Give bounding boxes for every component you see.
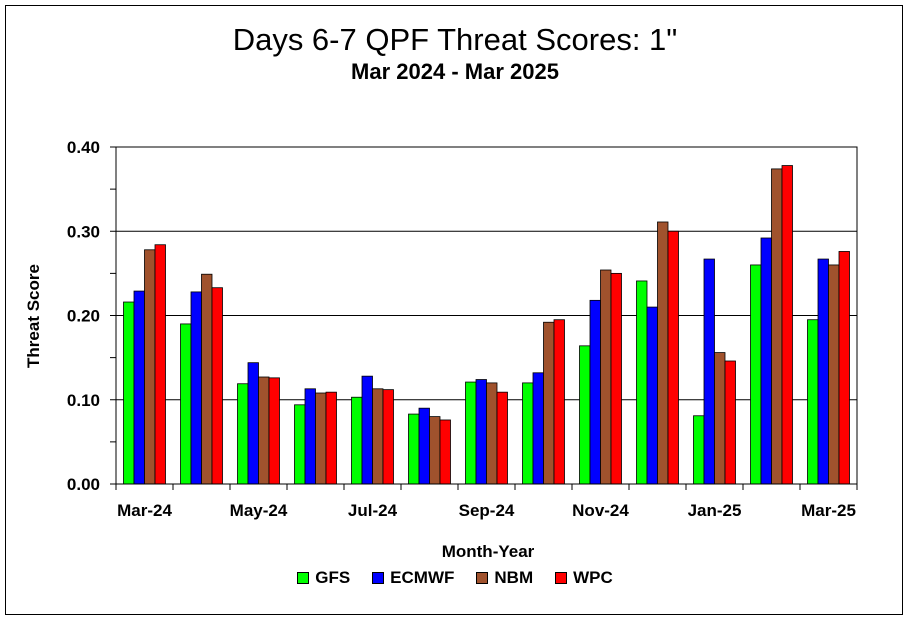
bar-ecmwf-aug-24 [418,407,430,485]
bar-ecmwf-jul-24 [361,375,373,485]
bar-ecmwf-feb-25 [760,237,772,485]
bar-nbm-sep-24 [486,382,498,485]
bar-ecmwf-apr-24 [190,291,202,485]
bar-nbm-oct-24 [543,321,555,485]
x-axis-title: Month-Year [442,542,535,560]
y-tick-label: 0.40 [67,138,100,157]
legend-label: WPC [573,568,613,587]
x-tick-label: Sep-24 [459,501,515,520]
bar-wpc-oct-24 [553,319,565,485]
bar-nbm-mar-24 [144,249,156,485]
bar-wpc-sep-24 [496,391,508,485]
x-tick-label: Jan-25 [688,501,742,520]
x-tick-label: Mar-24 [117,501,172,520]
bar-gfs-feb-25 [750,264,762,485]
bar-gfs-jun-24 [294,404,306,485]
x-tick-label: Jul-24 [348,501,398,520]
bar-gfs-jan-25 [693,415,705,485]
legend-item-gfs: GFS [297,568,350,588]
bar-nbm-may-24 [258,376,270,485]
axes [110,146,858,490]
legend-item-ecmwf: ECMWF [372,568,454,588]
x-tick-label: May-24 [230,501,288,520]
y-tick-label: 0.30 [67,222,100,241]
bar-nbm-apr-24 [201,273,213,485]
bar-ecmwf-dec-24 [646,306,658,485]
bar-wpc-jun-24 [325,391,337,485]
bar-wpc-jan-25 [724,360,736,485]
bar-gfs-apr-24 [180,323,192,485]
bar-wpc-nov-24 [610,272,622,485]
bar-ecmwf-sep-24 [475,379,487,485]
bar-gfs-mar-24 [123,301,135,485]
y-tick-label: 0.10 [67,391,100,410]
bar-gfs-dec-24 [636,280,648,485]
bar-gfs-nov-24 [579,345,591,485]
bar-nbm-nov-24 [600,269,612,485]
legend-swatch [476,572,489,584]
legend-swatch [372,572,385,584]
bars [123,165,850,485]
bar-chart: 0.00 0.10 0.20 0.30 0.40 Mar-24 May-24 Jul-24 Se… [24,138,858,560]
y-tick-label: 0.20 [67,307,100,326]
bar-wpc-feb-25 [781,165,793,485]
bar-ecmwf-jan-25 [703,258,715,485]
grid-lines [116,146,857,401]
bar-gfs-aug-24 [408,413,420,485]
x-tick-label: Nov-24 [572,501,629,520]
bar-gfs-sep-24 [465,381,477,485]
bar-nbm-jul-24 [372,388,384,485]
bar-wpc-mar-25 [838,251,850,485]
bar-nbm-mar-25 [828,264,840,485]
legend-label: GFS [315,568,351,587]
bar-ecmwf-nov-24 [589,299,601,485]
legend: GFS ECMWF NBM WPC [0,568,910,588]
bar-nbm-feb-25 [771,168,783,485]
bar-wpc-dec-24 [667,230,679,485]
bar-ecmwf-mar-24 [133,290,145,485]
legend-item-nbm: NBM [476,568,533,588]
legend-swatch [555,572,568,584]
bar-gfs-may-24 [237,383,249,485]
bar-wpc-mar-24 [154,244,166,485]
x-tick-label: Mar-25 [801,501,856,520]
y-axis-title: Threat Score [24,264,43,368]
chart-title: Days 6-7 QPF Threat Scores: 1" [232,22,678,57]
legend-label: NBM [494,568,534,587]
bar-wpc-apr-24 [211,287,223,485]
bar-nbm-jun-24 [315,392,327,485]
bar-nbm-jan-25 [714,352,726,485]
legend-swatch [297,572,310,584]
bar-gfs-mar-25 [807,319,819,485]
tick-labels: 0.00 0.10 0.20 0.30 0.40 Mar-24 May-24 Jul-24 Se… [67,138,856,520]
y-tick-label: 0.00 [67,475,100,494]
bar-gfs-oct-24 [522,382,534,485]
legend-label: ECMWF [390,568,455,587]
bar-ecmwf-oct-24 [532,372,544,485]
legend-item-wpc: WPC [555,568,613,588]
bar-gfs-jul-24 [351,396,363,485]
bar-wpc-may-24 [268,377,280,485]
bar-wpc-aug-24 [439,419,451,485]
chart-subtitle: Mar 2024 - Mar 2025 [351,59,559,84]
bar-nbm-dec-24 [657,221,669,485]
bar-ecmwf-jun-24 [304,388,316,485]
bar-nbm-aug-24 [429,416,441,485]
bar-wpc-jul-24 [382,389,394,485]
bar-ecmwf-may-24 [247,362,259,485]
bar-ecmwf-mar-25 [817,258,829,485]
